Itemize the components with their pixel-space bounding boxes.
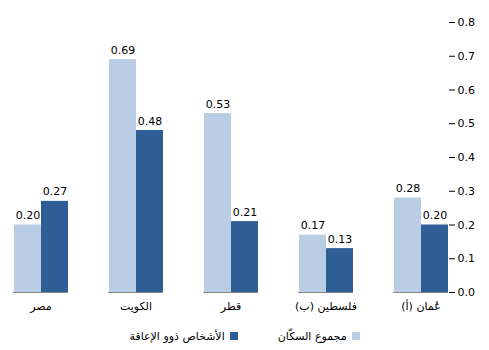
- svg-text:الكويت: الكويت: [120, 300, 152, 313]
- svg-text:0.0: 0.0: [458, 286, 476, 299]
- svg-text:0.1: 0.1: [458, 252, 476, 265]
- svg-text:0.69: 0.69: [111, 44, 136, 57]
- svg-text:0.53: 0.53: [206, 98, 231, 111]
- svg-text:فلسطين (ب): فلسطين (ب): [295, 300, 357, 313]
- svg-text:0.48: 0.48: [138, 115, 163, 128]
- svg-text:0.8: 0.8: [458, 16, 476, 29]
- svg-text:0.6: 0.6: [458, 84, 476, 97]
- svg-text:0.5: 0.5: [458, 117, 476, 130]
- svg-text:0.2: 0.2: [458, 219, 476, 232]
- html-text:مجموع السكّان: مجموع السكّان: [277, 329, 347, 343]
- svg-text:0.28: 0.28: [396, 182, 421, 195]
- svg-text:0.27: 0.27: [43, 185, 68, 198]
- html-text:الأشخاص ذوو الإعاقة: الأشخاص ذوو الإعاقة: [129, 329, 225, 343]
- svg-text:0.17: 0.17: [301, 219, 326, 232]
- svg-text:0.20: 0.20: [423, 209, 448, 222]
- svg-text:0.20: 0.20: [16, 209, 41, 222]
- svg-text:0.13: 0.13: [328, 233, 353, 246]
- svg-text:عُمان (أ): عُمان (أ): [401, 299, 441, 313]
- svg-text:قطر: قطر: [220, 300, 241, 313]
- svg-text:0.4: 0.4: [458, 151, 476, 164]
- svg-text:مصر: مصر: [29, 300, 52, 313]
- svg-text:0.3: 0.3: [458, 185, 476, 198]
- svg-text:0.7: 0.7: [458, 50, 476, 63]
- svg-text:0.21: 0.21: [233, 206, 258, 219]
